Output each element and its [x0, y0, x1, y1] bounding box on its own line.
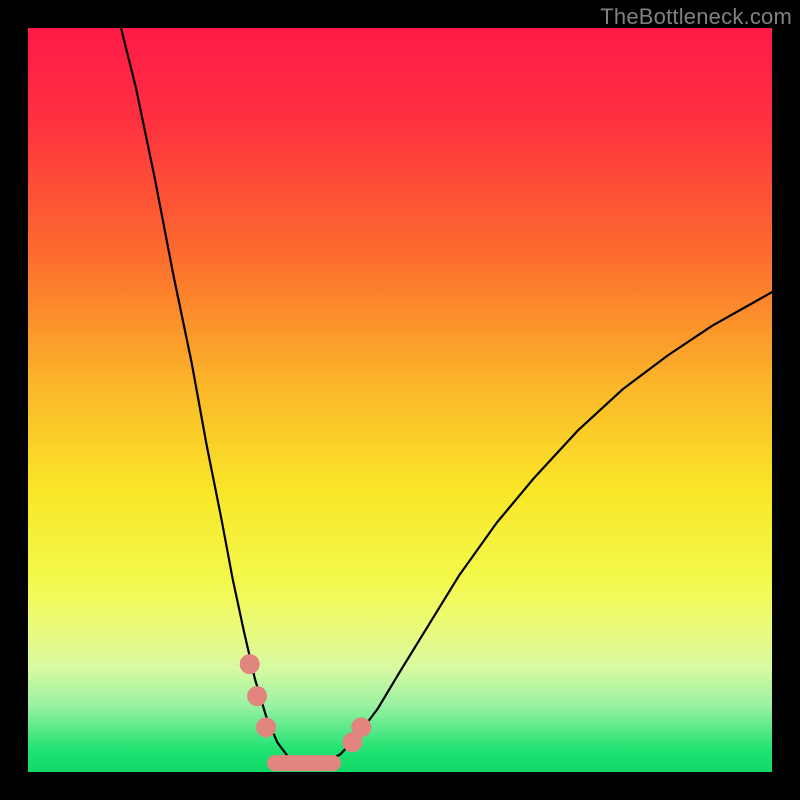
watermark-text: TheBottleneck.com	[600, 4, 792, 30]
plot-area	[28, 28, 772, 772]
gradient-background	[28, 28, 772, 772]
marker-dot	[247, 686, 267, 706]
marker-dot	[351, 717, 371, 737]
marker-dot	[240, 654, 260, 674]
marker-dot	[256, 717, 276, 737]
plot-svg	[28, 28, 772, 772]
